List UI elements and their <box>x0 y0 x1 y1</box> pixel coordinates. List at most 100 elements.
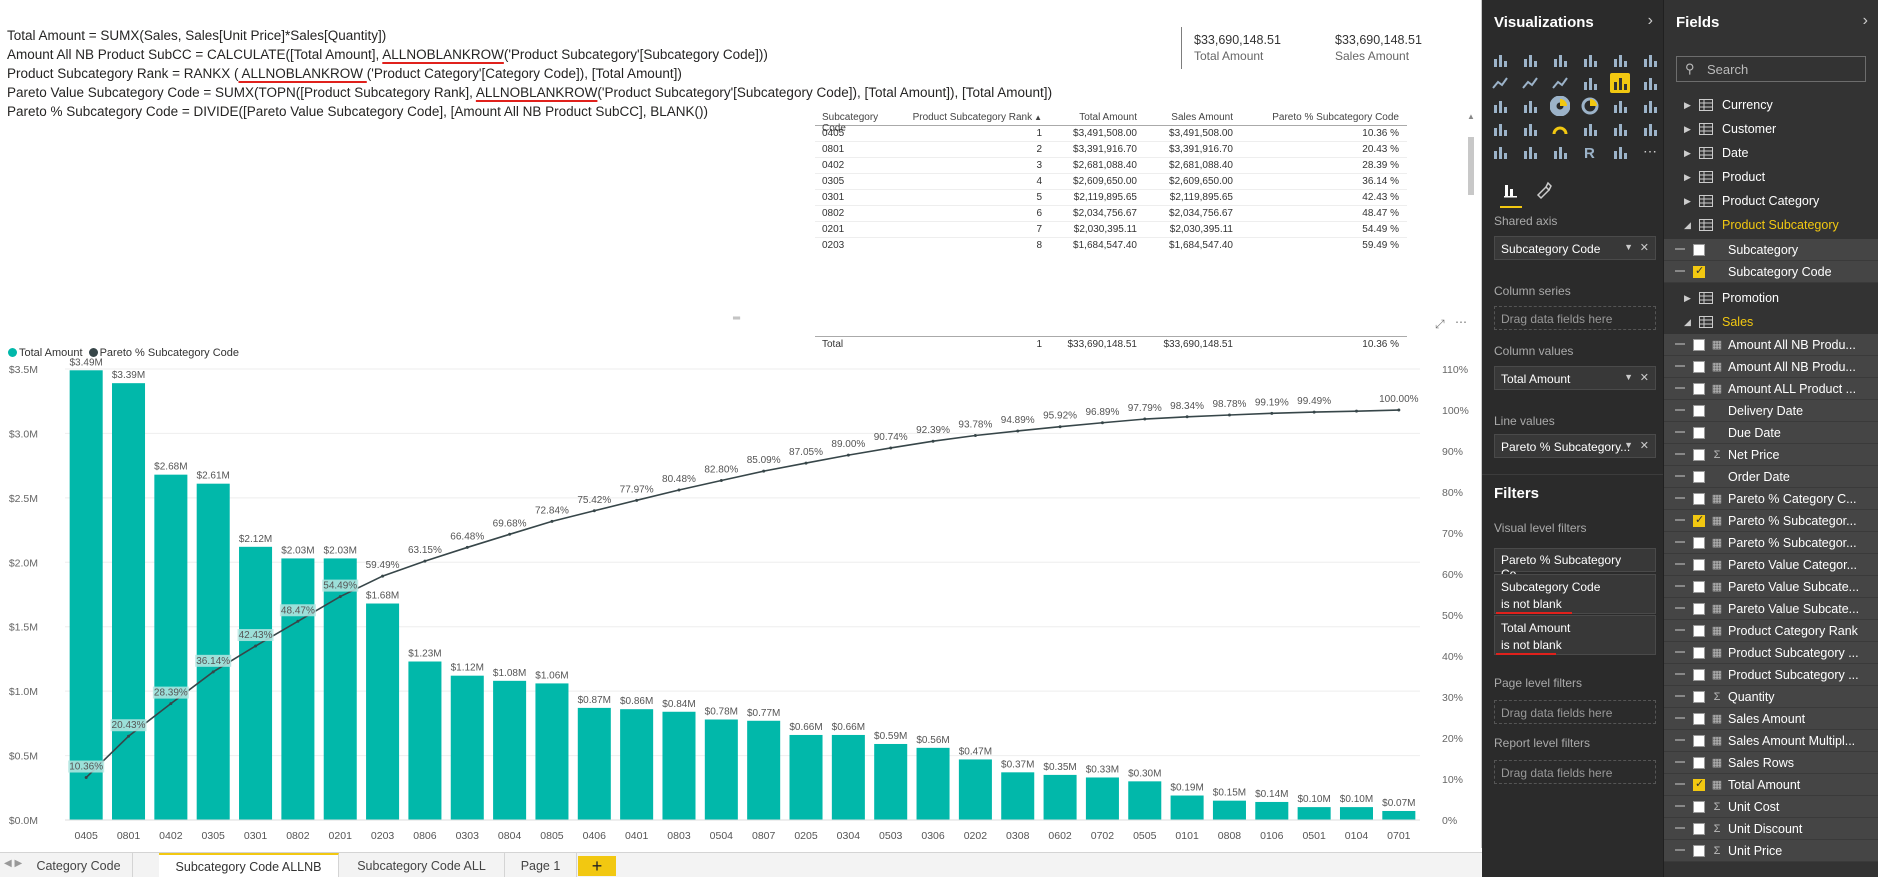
stacked-column-visual-icon[interactable] <box>1520 50 1540 70</box>
field-checkbox[interactable] <box>1693 581 1705 593</box>
pareto-point[interactable] <box>804 461 808 465</box>
pareto-point[interactable] <box>84 776 88 780</box>
field-item[interactable]: ▦ Pareto Value Categor... <box>1664 554 1878 576</box>
table-row[interactable]: 0301 5 $2,119,895.65 $2,119,895.65 42.43 % <box>815 190 1407 206</box>
shared-axis-well[interactable]: Subcategory Code ▼ ✕ <box>1494 236 1656 260</box>
table-row[interactable]: 0802 6 $2,034,756.67 $2,034,756.67 48.47 % <box>815 206 1407 222</box>
drag-handle-icon[interactable] <box>1675 541 1685 543</box>
bar-0808[interactable] <box>1212 800 1246 820</box>
waterfall-visual-icon[interactable] <box>1490 96 1510 116</box>
expand-icon[interactable]: ▶ <box>1684 195 1691 206</box>
focus-mode-icon[interactable]: ⤢ <box>1435 317 1445 331</box>
remove-field-icon[interactable]: ✕ <box>1639 372 1649 384</box>
tab-subcategory-code-all[interactable]: Subcategory Code ALL <box>339 853 505 877</box>
field-item[interactable]: ▦ Amount All NB Produ... <box>1664 356 1878 378</box>
drag-handle-icon[interactable] <box>1675 783 1685 785</box>
field-item[interactable]: Σ Unit Price <box>1664 840 1878 862</box>
bar-0306[interactable] <box>916 747 950 820</box>
more-visual-icon[interactable]: ⋯ <box>1640 142 1660 162</box>
filter-subcategory-code-card[interactable]: Subcategory Code is not blank <box>1494 574 1656 614</box>
drag-handle-icon[interactable] <box>1675 629 1685 631</box>
pareto-point[interactable] <box>931 439 935 443</box>
field-table-product-subcategory[interactable]: ◢ Product Subcategory <box>1684 218 1839 232</box>
bar-0203[interactable] <box>366 603 400 820</box>
field-checkbox[interactable] <box>1693 559 1705 571</box>
pareto-point[interactable] <box>677 488 681 492</box>
slicer-visual-icon[interactable] <box>1490 142 1510 162</box>
table-row[interactable]: 0402 3 $2,681,088.40 $2,681,088.40 28.39 % <box>815 158 1407 174</box>
clustered-bar-visual-icon[interactable] <box>1550 50 1570 70</box>
field-table-product[interactable]: ▶ Product <box>1684 170 1766 184</box>
pareto-point[interactable] <box>592 509 596 513</box>
pareto-point[interactable] <box>169 702 173 706</box>
field-table-product-category[interactable]: ▶ Product Category <box>1684 194 1820 208</box>
drag-handle-icon[interactable] <box>1675 475 1685 477</box>
pareto-point[interactable] <box>1227 413 1231 417</box>
arcgis-visual-icon[interactable] <box>1610 142 1630 162</box>
drag-handle-icon[interactable] <box>1675 270 1685 272</box>
stacked-bar-visual-icon[interactable] <box>1490 50 1510 70</box>
field-item[interactable]: Σ Unit Discount <box>1664 818 1878 840</box>
field-item[interactable]: Σ Quantity <box>1664 686 1878 708</box>
table-row[interactable]: 0201 7 $2,030,395.11 $2,030,395.11 54.49 % <box>815 222 1407 238</box>
table-row[interactable]: 0305 4 $2,609,650.00 $2,609,650.00 36.14 % <box>815 174 1407 190</box>
map-visual-icon[interactable] <box>1640 96 1660 116</box>
pareto-point[interactable] <box>508 532 512 536</box>
scroll-up-icon[interactable]: ▲ <box>1467 112 1475 121</box>
legend-item-total-amount[interactable]: Total Amount <box>8 347 83 359</box>
fields-search-input[interactable]: ⚲ Search <box>1676 56 1866 82</box>
field-item[interactable]: ▦Pareto % Subcategor... <box>1664 510 1878 532</box>
add-page-button[interactable]: + <box>578 856 616 876</box>
pareto-point[interactable] <box>338 595 342 599</box>
pareto-point[interactable] <box>719 479 723 483</box>
col-header-pareto[interactable]: Pareto % Subcategory Code <box>1272 112 1399 123</box>
pie-visual-icon[interactable] <box>1550 96 1570 116</box>
field-item[interactable]: ▦ Product Subcategory ... <box>1664 642 1878 664</box>
bar-0301[interactable] <box>239 546 273 820</box>
field-checkbox[interactable] <box>1693 244 1705 256</box>
data-table[interactable]: Subcategory Code Product Subcategory Ran… <box>815 112 1407 350</box>
bar-0205[interactable] <box>789 734 823 820</box>
drag-handle-icon[interactable] <box>1675 387 1685 389</box>
drag-handle-icon[interactable] <box>1675 805 1685 807</box>
bar-0701[interactable] <box>1382 810 1416 820</box>
bar-0304[interactable] <box>831 734 865 820</box>
field-item[interactable]: ▦ Product Subcategory ... <box>1664 664 1878 686</box>
drag-handle-icon[interactable] <box>1675 431 1685 433</box>
field-checkbox[interactable] <box>1693 427 1705 439</box>
drag-handle-icon[interactable] <box>1675 739 1685 741</box>
drag-handle-icon[interactable] <box>1675 563 1685 565</box>
col-header-rank[interactable]: Product Subcategory Rank ▲ <box>912 112 1042 123</box>
drag-handle-icon[interactable] <box>1675 695 1685 697</box>
field-item[interactable]: Subcategory <box>1664 239 1878 261</box>
field-checkbox[interactable] <box>1693 777 1705 791</box>
field-checkbox[interactable] <box>1693 383 1705 395</box>
table-row[interactable]: 0203 8 $1,684,547.40 $1,684,547.40 59.49 % <box>815 238 1407 251</box>
bar-0401[interactable] <box>620 709 654 820</box>
bar-0305[interactable] <box>196 483 230 820</box>
card-visual-icon[interactable] <box>1610 119 1630 139</box>
expand-icon[interactable]: ▶ <box>1684 99 1691 110</box>
bar-0504[interactable] <box>704 719 738 820</box>
100-column-visual-icon[interactable] <box>1640 50 1660 70</box>
field-item[interactable]: ▦ Pareto % Category C... <box>1664 488 1878 510</box>
100-bar-visual-icon[interactable] <box>1610 50 1630 70</box>
filter-total-amount-card[interactable]: Total Amount is not blank <box>1494 615 1656 655</box>
field-item[interactable]: ▦Pareto % Subcategor... <box>1664 532 1878 554</box>
legend-item-pareto[interactable]: Pareto % Subcategory Code <box>88 347 239 359</box>
drag-handle-icon[interactable] <box>1675 827 1685 829</box>
collapse-icon[interactable]: ◢ <box>1684 316 1691 327</box>
drag-handle-icon[interactable] <box>1675 497 1685 499</box>
tab-category-code[interactable]: Category Code <box>25 853 133 877</box>
drag-handle-icon[interactable] <box>1675 453 1685 455</box>
pareto-point[interactable] <box>381 574 385 578</box>
area-visual-icon[interactable] <box>1520 73 1540 93</box>
bar-0805[interactable] <box>535 683 569 820</box>
pareto-point[interactable] <box>889 446 893 450</box>
field-item[interactable]: ▦ Sales Amount <box>1664 708 1878 730</box>
expand-icon[interactable]: ▶ <box>1684 292 1691 303</box>
field-checkbox[interactable] <box>1693 264 1705 278</box>
pareto-point[interactable] <box>211 670 215 674</box>
pareto-point[interactable] <box>1185 415 1189 419</box>
field-checkbox[interactable] <box>1693 625 1705 637</box>
